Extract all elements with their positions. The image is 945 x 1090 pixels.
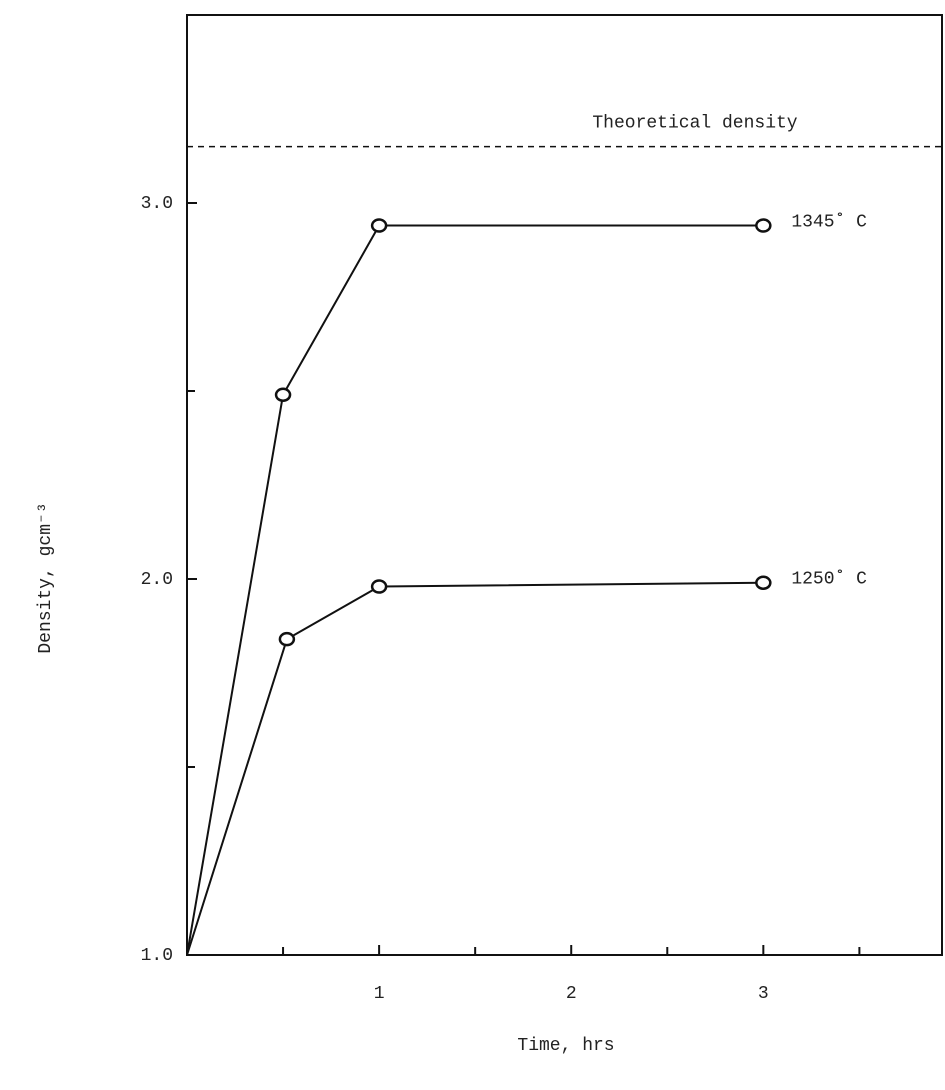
data-point: [755, 218, 772, 233]
series-label: 1345˚ C: [791, 211, 867, 232]
x-tick-label: 2: [566, 984, 577, 1004]
data-point: [278, 631, 296, 647]
x-axis-label: Time, hrs: [517, 1036, 614, 1056]
series-label: 1250˚ C: [791, 569, 867, 590]
data-point: [274, 387, 292, 403]
series-line: [186, 224, 764, 956]
data-point: [370, 218, 388, 233]
series-line: [186, 581, 764, 956]
data-point: [370, 579, 388, 594]
y-axis-label: Density, gcm⁻³: [36, 502, 56, 653]
y-tick-label: 2.0: [141, 570, 173, 590]
data-point: [755, 575, 772, 591]
x-tick-label: 3: [758, 984, 769, 1004]
annotation: Theoretical density: [592, 113, 797, 133]
plot-frame: [186, 14, 943, 956]
x-tick-label: 1: [374, 984, 385, 1004]
y-tick-label: 1.0: [141, 946, 173, 966]
y-tick-label: 3.0: [141, 194, 173, 214]
